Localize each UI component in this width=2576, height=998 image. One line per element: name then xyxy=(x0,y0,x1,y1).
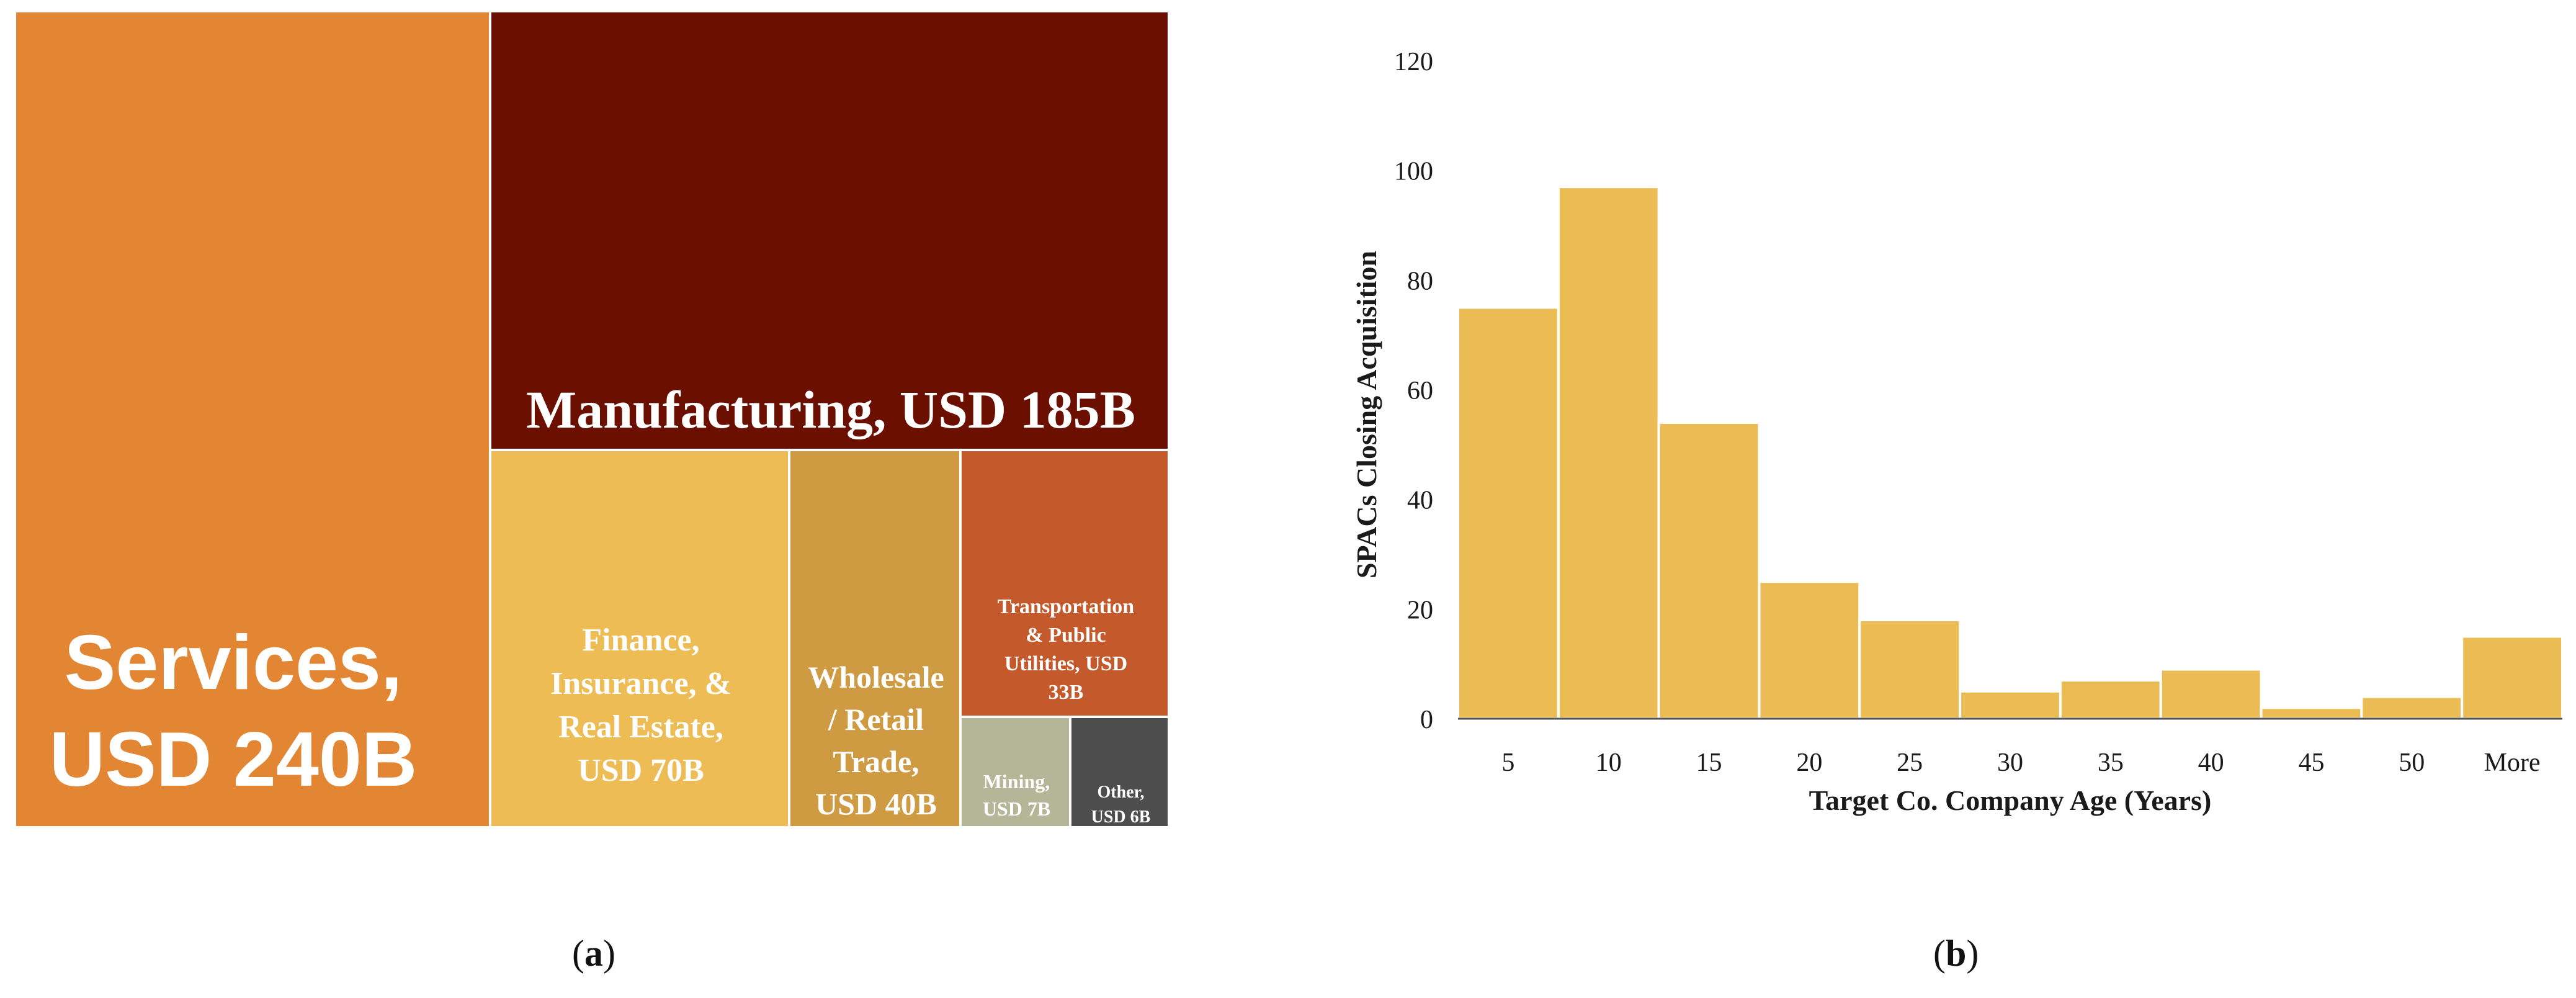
histogram-bar xyxy=(2059,679,2162,720)
panel-b-label: (b) xyxy=(1933,933,1979,974)
x-tick-label: 30 xyxy=(1997,748,2023,777)
x-axis-title: Target Co. Company Age (Years) xyxy=(1809,784,2212,816)
x-tick-label: 25 xyxy=(1897,748,1923,777)
y-tick-label: 60 xyxy=(1407,377,1433,405)
histogram-bar xyxy=(1758,580,1861,721)
tile-mining-label: Mining, USD 7B xyxy=(982,770,1051,820)
y-tick-label: 0 xyxy=(1420,706,1433,734)
x-tick-label: 20 xyxy=(1796,748,1822,777)
histogram-bar xyxy=(2461,635,2564,720)
tile-finance: Finance, Insurance, & Real Estate, USD 7… xyxy=(491,451,790,829)
y-tick-labels: 0 20 40 60 80 100 120 xyxy=(1394,48,1433,734)
sector-treemap: Services, USD 240B Manufacturing, USD 18… xyxy=(16,12,1170,829)
tile-finance-label: Finance, Insurance, & Real Estate, USD 7… xyxy=(550,623,731,788)
tile-wholesale: Wholesale / Retail Trade, USD 40B xyxy=(790,451,962,829)
x-tick-label: 35 xyxy=(2098,748,2124,777)
histogram-bar xyxy=(2260,706,2363,721)
y-tick-label: 40 xyxy=(1407,487,1433,515)
panel-a-label: (a) xyxy=(572,933,615,974)
x-tick-labels: 5 10 15 20 25 30 35 40 45 50 More xyxy=(1501,748,2540,777)
histogram-bar xyxy=(2360,695,2464,720)
x-tick-label: 10 xyxy=(1596,748,1622,777)
tile-services: Services, USD 240B xyxy=(16,12,491,829)
tile-transportation-label: Transportation & Public Utilities, USD 3… xyxy=(997,595,1135,704)
histogram-bar xyxy=(1959,690,2062,721)
tile-other: Other, USD 6B xyxy=(1071,718,1170,829)
tile-other-label: Other, USD 6B xyxy=(1091,783,1151,827)
x-tick-label: 50 xyxy=(2399,748,2425,777)
tile-mining: Mining, USD 7B xyxy=(962,718,1071,829)
tile-services-label: Services, USD 240B xyxy=(49,620,418,802)
histogram-bar xyxy=(1557,186,1660,720)
x-tick-label: 40 xyxy=(2198,748,2224,777)
y-tick-label: 120 xyxy=(1394,48,1433,76)
x-tick-label: More xyxy=(2484,748,2541,777)
y-tick-label: 80 xyxy=(1407,267,1433,295)
tile-wholesale-label: Wholesale / Retail Trade, USD 40B xyxy=(808,660,944,821)
y-axis-title: SPACs Closing Acquisition xyxy=(1351,251,1382,578)
y-tick-label: 100 xyxy=(1394,158,1433,186)
histogram-bar xyxy=(2159,668,2263,720)
histogram-bar xyxy=(1858,619,1962,720)
histogram-bar xyxy=(1457,306,1560,720)
tile-transportation: Transportation & Public Utilities, USD 3… xyxy=(962,451,1170,718)
y-tick-label: 20 xyxy=(1407,596,1433,624)
tile-manufacturing: Manufacturing, USD 185B xyxy=(491,12,1170,451)
histogram-bar xyxy=(1657,421,1761,720)
x-tick-label: 15 xyxy=(1696,748,1722,777)
x-tick-label: 45 xyxy=(2298,748,2324,777)
histogram-bars xyxy=(1457,186,2564,721)
x-tick-label: 5 xyxy=(1501,748,1514,777)
tile-manufacturing-label: Manufacturing, USD 185B xyxy=(526,380,1135,439)
